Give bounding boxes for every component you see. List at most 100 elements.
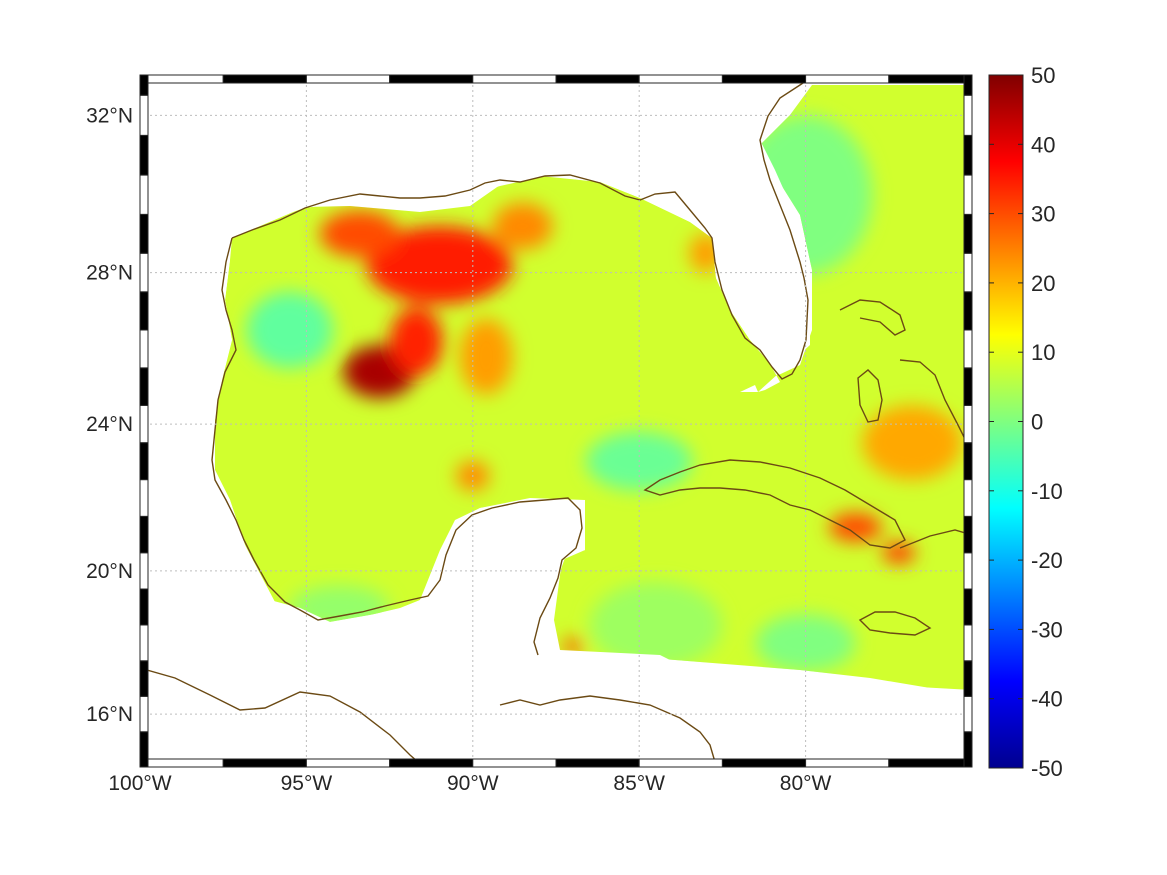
land-florida-keys-gap <box>740 385 758 392</box>
frame-segment <box>139 552 149 590</box>
anomaly-17 <box>589 581 723 669</box>
x-tick-label: 90°W <box>447 772 499 795</box>
colorbar-tick-label: 30 <box>1031 202 1055 227</box>
coast-honduras <box>499 695 716 763</box>
frame-segment <box>963 213 973 254</box>
frame-segment <box>888 758 973 768</box>
colorbar-tick-label: -10 <box>1031 479 1063 504</box>
anomaly-0 <box>366 226 513 304</box>
frame-segment <box>963 367 973 406</box>
frame-segment <box>139 695 149 733</box>
colorbar-tick-labels: 50 40 30 20 10 0 -10 -20 -30 -40 -50 <box>989 63 1063 781</box>
x-tick-label: 80°W <box>780 772 832 795</box>
frame-segment <box>963 94 973 136</box>
frame-segment <box>139 252 149 293</box>
colorbar-tick-label: -30 <box>1031 617 1063 642</box>
anomaly-10 <box>862 405 963 480</box>
coast-bahamas-andros <box>857 369 883 423</box>
frame-segment <box>305 758 391 768</box>
frame-segment <box>963 74 973 96</box>
colorbar-tick-label: -50 <box>1031 756 1063 781</box>
frame-segment <box>963 588 973 626</box>
x-tick-label: 85°W <box>613 772 665 795</box>
frame-segment <box>139 479 149 517</box>
frame-segment <box>139 367 149 406</box>
frame-segment <box>139 515 149 554</box>
colorbar-tick-label: 20 <box>1031 271 1055 296</box>
y-tick-label: 16°N <box>86 703 133 726</box>
colorbar: 50 40 30 20 10 0 -10 -20 -30 -40 -50 <box>988 63 1063 781</box>
frame-segment <box>963 660 973 697</box>
frame-segment <box>305 74 391 84</box>
frame-segment <box>139 74 149 96</box>
y-tick-label: 20°N <box>86 560 133 583</box>
coast-cuba <box>643 459 906 549</box>
coastlines <box>140 75 972 767</box>
frame-segment <box>888 74 973 84</box>
data-field <box>140 75 972 767</box>
frame-segment <box>139 213 149 254</box>
y-tick-label: 28°N <box>86 262 133 285</box>
anomaly-12 <box>246 291 334 369</box>
frame-segment <box>139 134 149 176</box>
frame-segment <box>638 74 723 84</box>
frame-segment <box>963 731 973 768</box>
anomaly-9 <box>882 541 916 564</box>
frame-segment <box>721 74 807 84</box>
anomaly-2 <box>389 307 443 376</box>
coast-bahamas-abaco <box>839 299 906 336</box>
frame-segment <box>472 758 557 768</box>
frame-segment <box>555 758 640 768</box>
y-tick-labels: 16°N 20°N 24°N 28°N 32°N <box>86 104 133 726</box>
frame-segment <box>139 588 149 626</box>
frame-segment <box>963 515 973 554</box>
frame-segment <box>805 74 890 84</box>
frame-segment <box>139 74 224 84</box>
frame-segment <box>389 758 474 768</box>
frame-segment <box>139 442 149 481</box>
coast-us-gulf <box>231 75 816 380</box>
colorbar-tick-label: 50 <box>1031 63 1055 88</box>
frame-segment <box>139 731 149 768</box>
frame-segment <box>472 74 557 84</box>
x-tick-label: 95°W <box>281 772 333 795</box>
frame-segment <box>139 329 149 369</box>
coast-mexico <box>211 237 583 656</box>
gridlines <box>140 75 972 767</box>
colorbar-ramp <box>988 74 1024 769</box>
colorbar-tick-label: 0 <box>1031 410 1043 435</box>
frame-segment <box>139 660 149 697</box>
frame-segment <box>963 442 973 481</box>
frame-segment <box>139 758 224 768</box>
anomaly-4 <box>492 202 553 250</box>
frame-segment <box>805 758 890 768</box>
frame-segment <box>139 174 149 215</box>
y-tick-label: 32°N <box>86 104 133 127</box>
anomaly-8 <box>828 512 883 542</box>
colorbar-tick-label: -20 <box>1031 548 1063 573</box>
frame-segment <box>222 758 307 768</box>
x-tick-label: 100°W <box>108 772 171 795</box>
land-us-gulf <box>140 75 820 392</box>
frame-segment <box>963 252 973 293</box>
frame-segment <box>963 134 973 176</box>
frame-segment <box>963 695 973 733</box>
frame-segment <box>963 552 973 590</box>
frame-segment <box>139 624 149 662</box>
coast-central-america <box>140 667 425 767</box>
frame-segment <box>963 404 973 444</box>
frame-segment <box>139 291 149 331</box>
colorbar-tick-label: -40 <box>1031 687 1063 712</box>
coast-jamaica <box>858 611 932 636</box>
frame-segment <box>721 758 807 768</box>
frame-segment <box>963 624 973 662</box>
frame-segment <box>638 758 723 768</box>
anomaly-15 <box>755 614 856 672</box>
anomaly-5 <box>459 318 513 395</box>
frame-segment <box>222 74 307 84</box>
anomaly-3 <box>319 210 400 258</box>
colorbar-tick-label: 40 <box>1031 132 1055 157</box>
frame-segment <box>139 404 149 444</box>
map-frame <box>139 74 973 768</box>
